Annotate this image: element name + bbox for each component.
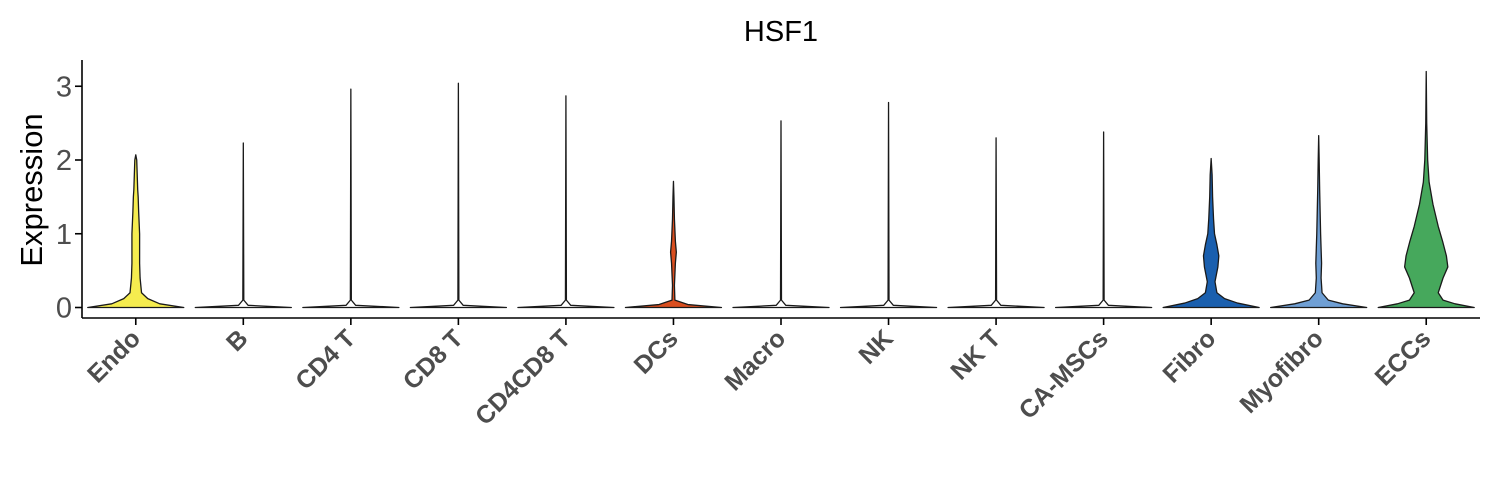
violin-ca-mscs bbox=[1054, 131, 1153, 309]
y-tick-label: 2 bbox=[56, 145, 72, 177]
violin-endo bbox=[87, 154, 185, 309]
x-tick-label: Macro bbox=[719, 324, 791, 396]
violin-macro bbox=[732, 120, 830, 309]
violin-fibro bbox=[1162, 157, 1260, 309]
violin-cd4cd8-t bbox=[517, 95, 615, 309]
y-axis: 0 1 2 3 bbox=[56, 60, 83, 325]
x-tick-label: Endo bbox=[82, 324, 146, 388]
violins-group bbox=[87, 70, 1475, 309]
violin-cd8-t bbox=[409, 82, 508, 309]
x-tick-label: DCs bbox=[629, 324, 684, 379]
x-tick-label: NK bbox=[853, 324, 898, 369]
x-axis: Endo B CD4 T CD8 T CD4CD8 T DCs Macro NK NK T CA-… bbox=[82, 317, 1480, 431]
y-tick-label: 1 bbox=[56, 219, 72, 251]
x-tick-label: CA-MSCs bbox=[1014, 324, 1114, 424]
x-tick-label: Myofibro bbox=[1235, 324, 1329, 418]
x-tick-label: NK T bbox=[945, 324, 1006, 385]
x-tick-label: B bbox=[221, 324, 254, 357]
x-tick-label: ECCs bbox=[1370, 324, 1437, 391]
y-axis-label: Expression bbox=[14, 113, 49, 266]
violin-eccs bbox=[1377, 70, 1475, 309]
x-tick-label: CD8 T bbox=[398, 324, 469, 395]
x-tick-label: CD4CD8 T bbox=[470, 324, 576, 430]
x-tick-label: Fibro bbox=[1157, 324, 1221, 388]
violin-myofibro bbox=[1270, 135, 1368, 309]
y-tick-label: 3 bbox=[56, 71, 72, 103]
violin-nk-t bbox=[947, 137, 1045, 309]
violin-cd4-t bbox=[302, 88, 400, 309]
violin-dcs bbox=[624, 180, 723, 309]
x-tick-label: CD4 T bbox=[290, 324, 361, 395]
violin-b bbox=[194, 142, 292, 309]
chart-title: HSF1 bbox=[744, 16, 818, 48]
violin-nk bbox=[839, 101, 938, 309]
y-tick-label: 0 bbox=[56, 293, 72, 325]
